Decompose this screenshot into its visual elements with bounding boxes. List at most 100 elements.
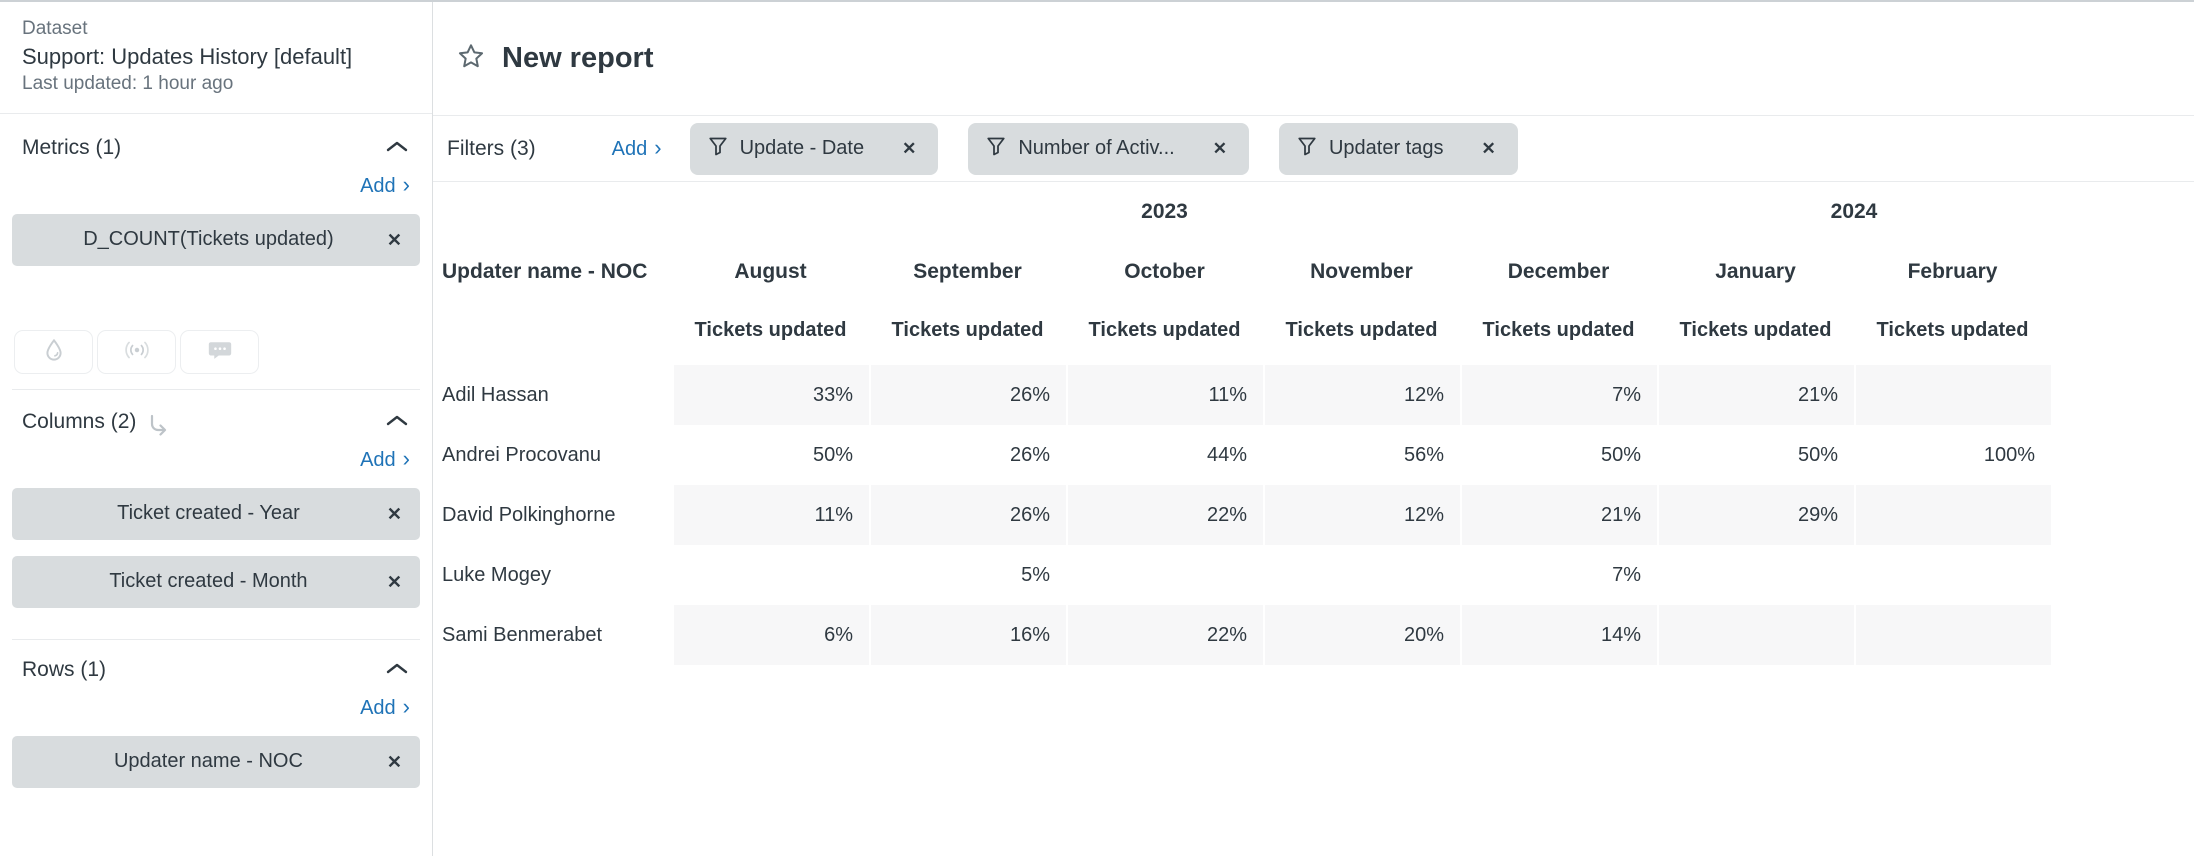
collapse-metrics-button[interactable] xyxy=(384,138,410,157)
column-chip[interactable]: Ticket created - Year ✕ xyxy=(12,487,420,540)
value-cell xyxy=(672,545,869,605)
config-sidebar: Dataset Support: Updates History [defaul… xyxy=(0,2,433,856)
remove-icon[interactable]: ✕ xyxy=(1212,139,1227,158)
filters-label: Filters (3) xyxy=(447,136,536,160)
metric-header: Tickets updated xyxy=(1088,318,1241,341)
chat-icon-button[interactable] xyxy=(180,329,259,374)
value-cell: 100% xyxy=(1983,443,2035,466)
metrics-chip-list: D_COUNT(Tickets updated) ✕ xyxy=(12,213,420,266)
filters-bar: Filters (3) Add › Update - Date ✕ Number of… xyxy=(433,116,2194,182)
report-header: New report xyxy=(433,2,2194,116)
add-metric-link[interactable]: Add › xyxy=(360,171,410,197)
month-header: February xyxy=(1907,260,1998,283)
report-main: New report Filters (3) Add › Update - Dat… xyxy=(433,2,2194,856)
dataset-label: Dataset xyxy=(22,18,88,39)
droplet-icon xyxy=(42,338,66,365)
value-cell: 29% xyxy=(1657,485,1854,545)
value-cell: 7% xyxy=(1612,563,1641,586)
swap-axes-icon[interactable] xyxy=(146,412,170,436)
value-cell: 16% xyxy=(869,605,1066,665)
value-cell xyxy=(1854,485,2051,545)
remove-icon[interactable]: ✕ xyxy=(386,503,402,524)
month-header: October xyxy=(1124,260,1205,283)
row-name: David Polkinghorne xyxy=(442,503,616,526)
value-cell: 12% xyxy=(1263,365,1460,425)
value-cell xyxy=(1854,545,2051,605)
metrics-section: Metrics (1) Add › D_COUNT(Tickets updated… xyxy=(0,114,432,390)
rows-section: Rows (1) Add › Updater name - NOC ✕ xyxy=(0,640,432,788)
dataset-last-updated: Last updated: 1 hour ago xyxy=(22,73,234,95)
remove-icon[interactable]: ✕ xyxy=(386,751,402,772)
collapse-rows-button[interactable] xyxy=(384,660,410,679)
value-cell: 11% xyxy=(1066,365,1263,425)
dataset-name: Support: Updates History [default] xyxy=(22,43,353,69)
chevron-up-icon xyxy=(386,140,408,155)
filter-chip[interactable]: Updater tags ✕ xyxy=(1278,122,1518,175)
add-row-link[interactable]: Add › xyxy=(360,693,410,719)
filter-chip-label: Update - Date xyxy=(739,137,865,159)
droplet-icon-button[interactable] xyxy=(14,329,93,374)
page-title: New report xyxy=(502,42,654,74)
dataset-panel: Dataset Support: Updates History [defaul… xyxy=(0,2,432,114)
columns-section-title: Columns (2) xyxy=(22,409,137,433)
row-name: Andrei Procovanu xyxy=(442,443,601,466)
value-cell: 12% xyxy=(1263,485,1460,545)
value-cell: 44% xyxy=(1206,443,1247,466)
column-chip[interactable]: Ticket created - Month ✕ xyxy=(12,555,420,608)
value-cell: 7% xyxy=(1460,365,1657,425)
chip-label: Ticket created - Year xyxy=(117,502,300,525)
value-cell: 26% xyxy=(869,365,1066,425)
annotation-tools xyxy=(14,329,418,374)
value-cell: 6% xyxy=(672,605,869,665)
row-name: Adil Hassan xyxy=(442,383,549,406)
metric-header: Tickets updated xyxy=(891,318,1044,341)
metric-chip[interactable]: D_COUNT(Tickets updated) ✕ xyxy=(12,213,420,266)
metric-header: Tickets updated xyxy=(1285,318,1438,341)
filter-chip[interactable]: Number of Activ... ✕ xyxy=(968,122,1249,175)
rows-chip-list: Updater name - NOC ✕ xyxy=(12,735,420,788)
value-cell: 26% xyxy=(869,485,1066,545)
remove-icon[interactable]: ✕ xyxy=(902,139,917,158)
value-cell: 50% xyxy=(1600,443,1641,466)
row-name: Sami Benmerabet xyxy=(442,623,603,646)
remove-icon[interactable]: ✕ xyxy=(386,571,402,592)
year-header: 2023 xyxy=(1141,200,1188,223)
funnel-icon xyxy=(986,136,1006,161)
filter-chip[interactable]: Update - Date ✕ xyxy=(689,122,939,175)
chevron-right-icon: › xyxy=(402,171,410,197)
remove-icon[interactable]: ✕ xyxy=(1481,139,1496,158)
metric-header: Tickets updated xyxy=(1876,318,2029,341)
metrics-section-title: Metrics (1) xyxy=(22,135,122,159)
broadcast-icon-button[interactable] xyxy=(97,329,176,374)
collapse-columns-button[interactable] xyxy=(384,412,410,431)
pivot-table: 2023 2024 Updater name - NOC August Septembe… xyxy=(442,182,2194,665)
columns-chip-list: Ticket created - Year ✕ Ticket created - M… xyxy=(12,487,420,608)
star-icon xyxy=(455,41,487,76)
filter-chip-label: Number of Activ... xyxy=(1018,137,1175,159)
value-cell: 22% xyxy=(1066,605,1263,665)
remove-icon[interactable]: ✕ xyxy=(386,229,402,250)
value-cell: 21% xyxy=(1657,365,1854,425)
value-cell: 56% xyxy=(1403,443,1444,466)
value-cell xyxy=(1854,605,2051,665)
add-filter-link[interactable]: Add › xyxy=(611,134,662,160)
month-header: November xyxy=(1310,260,1413,283)
broadcast-icon xyxy=(124,339,150,364)
sidebar-divider xyxy=(12,638,420,640)
columns-section: Columns (2) Add › Ticket created - Year ✕ T… xyxy=(0,390,432,640)
favorite-star-button[interactable] xyxy=(455,41,487,76)
value-cell: 50% xyxy=(812,443,853,466)
year-header: 2024 xyxy=(1830,200,1878,223)
pivot-table-wrap: 2023 2024 Updater name - NOC August Septembe… xyxy=(442,182,2194,665)
month-header: December xyxy=(1507,260,1610,283)
row-name: Luke Mogey xyxy=(442,563,551,586)
month-header: January xyxy=(1715,260,1796,283)
sidebar-divider xyxy=(12,388,420,390)
value-cell: 33% xyxy=(672,365,869,425)
value-cell xyxy=(1657,605,1854,665)
add-column-link[interactable]: Add › xyxy=(360,445,410,471)
row-chip[interactable]: Updater name - NOC ✕ xyxy=(12,735,420,788)
chat-icon xyxy=(207,339,233,364)
metric-header: Tickets updated xyxy=(1679,318,1832,341)
